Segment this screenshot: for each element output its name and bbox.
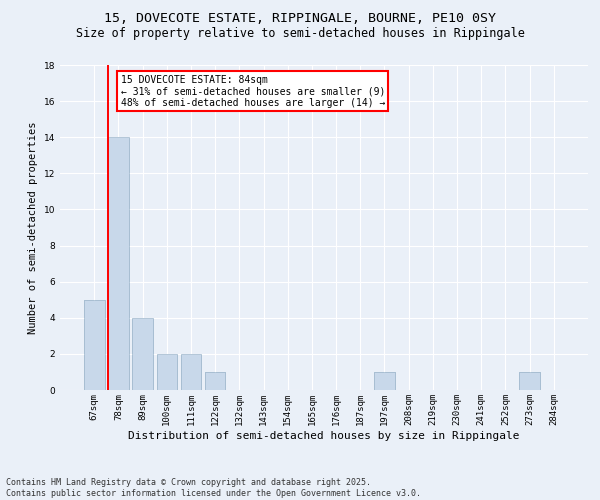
Bar [133, 318, 153, 390]
Bar [108, 137, 129, 390]
Bar [157, 354, 177, 390]
Text: Size of property relative to semi-detached houses in Rippingale: Size of property relative to semi-detach… [76, 28, 524, 40]
Bar [205, 372, 226, 390]
Bar [519, 372, 540, 390]
Text: Contains HM Land Registry data © Crown copyright and database right 2025.
Contai: Contains HM Land Registry data © Crown c… [6, 478, 421, 498]
Bar [181, 354, 201, 390]
X-axis label: Distribution of semi-detached houses by size in Rippingale: Distribution of semi-detached houses by … [128, 430, 520, 440]
Bar [133, 318, 153, 390]
Bar [205, 372, 226, 390]
Bar [181, 354, 201, 390]
Bar [374, 372, 395, 390]
Text: 15 DOVECOTE ESTATE: 84sqm
← 31% of semi-detached houses are smaller (9)
48% of s: 15 DOVECOTE ESTATE: 84sqm ← 31% of semi-… [121, 74, 385, 108]
Bar [157, 354, 177, 390]
Bar [84, 300, 104, 390]
Bar [519, 372, 540, 390]
Bar [84, 300, 104, 390]
Bar [374, 372, 395, 390]
Text: 15, DOVECOTE ESTATE, RIPPINGALE, BOURNE, PE10 0SY: 15, DOVECOTE ESTATE, RIPPINGALE, BOURNE,… [104, 12, 496, 26]
Bar [108, 137, 129, 390]
Y-axis label: Number of semi-detached properties: Number of semi-detached properties [28, 121, 38, 334]
